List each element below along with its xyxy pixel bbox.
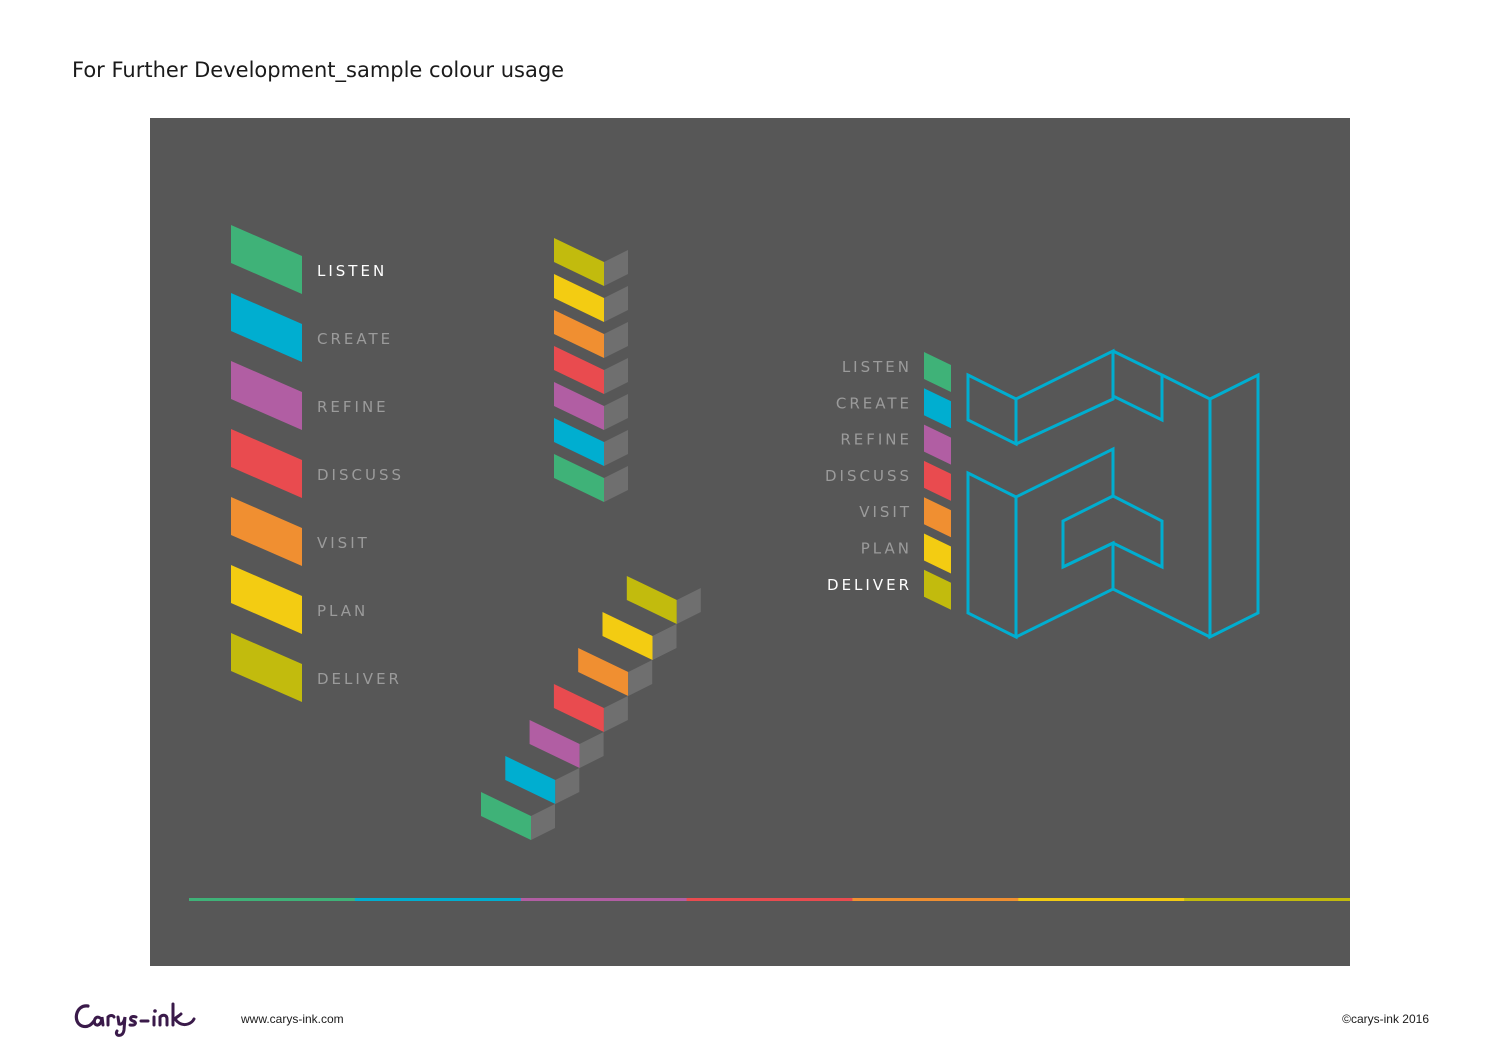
stair-block-side <box>652 624 677 660</box>
rule-segment-plan <box>1018 898 1185 901</box>
side-swatch-discuss <box>924 460 951 501</box>
stack-block-side <box>604 358 628 394</box>
stack-block-listen <box>554 454 604 502</box>
page-title: For Further Development_sample colour us… <box>72 58 565 82</box>
stair-block-visit <box>578 648 629 696</box>
step-label-refine: REFINE <box>317 398 389 416</box>
stack-block-side <box>604 286 628 322</box>
artwork-canvas: LISTEN CREATE REFINE DISCUSS VISIT PLAN DELIVE… <box>189 225 1350 901</box>
rule-segment-deliver <box>1184 898 1350 901</box>
stack-block-visit <box>554 310 604 358</box>
rule-segment-create <box>354 898 522 901</box>
side-swatch-visit <box>924 497 951 538</box>
step-label-create: CREATE <box>317 330 393 348</box>
stack-block-discuss <box>554 346 604 394</box>
emblem-base <box>1015 587 1211 639</box>
stair-block-side <box>555 768 580 804</box>
stack-block-side <box>604 430 628 466</box>
stack-block-side <box>604 322 628 358</box>
labelled-swatch-list: LISTEN CREATE REFINE DISCUSS VISIT PLAN DELIVE… <box>231 225 404 702</box>
emblem-right-frame <box>1161 372 1260 640</box>
artwork-panel: LISTEN CREATE REFINE DISCUSS VISIT PLAN DELIVE… <box>150 118 1350 966</box>
stair-block-discuss <box>553 684 604 732</box>
emblem-inner-chevron <box>1062 540 1115 589</box>
stair-block-plan <box>602 612 653 660</box>
step-label-plan: PLAN <box>317 602 368 620</box>
stair-block-side <box>628 660 653 696</box>
stair-block-listen <box>481 792 531 840</box>
stack-block-create <box>554 418 604 466</box>
side-label-deliver: DELIVER <box>827 576 912 594</box>
side-label-create: CREATE <box>836 394 912 412</box>
side-swatch-create <box>924 388 951 429</box>
rule-segment-listen <box>189 898 356 901</box>
stack-block-deliver <box>554 238 604 286</box>
stack-block-refine <box>554 382 604 430</box>
swatch-visit <box>231 497 302 566</box>
side-swatch-listen <box>924 352 951 392</box>
swatch-refine <box>231 361 302 430</box>
stair-block-refine <box>529 720 580 768</box>
stack-block-side <box>604 394 628 430</box>
stack-block-plan <box>554 274 604 322</box>
color-rule-line <box>189 898 1350 901</box>
stack-block-side <box>604 466 628 502</box>
side-label-discuss: DISCUSS <box>825 467 912 485</box>
side-label-refine: REFINE <box>840 431 912 449</box>
side-label-listen: LISTEN <box>842 358 912 376</box>
emblem-bottom-outline <box>966 446 1164 640</box>
step-label-listen: LISTEN <box>317 262 387 280</box>
stair-block-side <box>531 804 555 840</box>
footer-website[interactable]: www.carys-ink.com <box>241 1012 344 1026</box>
staircase-block-stack <box>481 576 701 840</box>
side-swatch-plan <box>924 533 951 574</box>
side-swatch-deliver <box>924 569 951 610</box>
rule-segment-refine <box>520 898 688 901</box>
side-swatch-refine <box>924 424 951 465</box>
stair-block-deliver <box>626 576 677 624</box>
stair-block-side <box>603 696 628 732</box>
rule-segment-discuss <box>686 898 853 901</box>
isometric-emblem <box>966 348 1260 640</box>
rule-segment-visit <box>852 898 1019 901</box>
step-label-deliver: DELIVER <box>317 670 402 688</box>
emblem-top-arrow <box>1111 349 1164 423</box>
stair-block-create <box>505 756 556 804</box>
emblem-top-outline <box>966 348 1115 447</box>
stair-block-side <box>676 588 701 624</box>
vertical-block-stack <box>554 238 628 502</box>
swatch-discuss <box>231 429 302 498</box>
side-label-list: LISTEN CREATE REFINE DISCUSS VISIT PLAN DELIVE… <box>825 352 951 610</box>
stack-block-side <box>604 250 628 286</box>
swatch-deliver <box>231 633 302 702</box>
step-label-discuss: DISCUSS <box>317 466 404 484</box>
side-label-plan: PLAN <box>861 540 912 558</box>
stair-block-side <box>579 732 604 768</box>
step-label-visit: VISIT <box>317 534 370 552</box>
swatch-plan <box>231 565 302 634</box>
footer-copyright: ©carys-ink 2016 <box>1342 1012 1429 1026</box>
side-label-visit: VISIT <box>859 503 912 521</box>
swatch-create <box>231 293 302 362</box>
carys-ink-logo <box>74 1002 196 1037</box>
swatch-listen <box>231 225 302 294</box>
